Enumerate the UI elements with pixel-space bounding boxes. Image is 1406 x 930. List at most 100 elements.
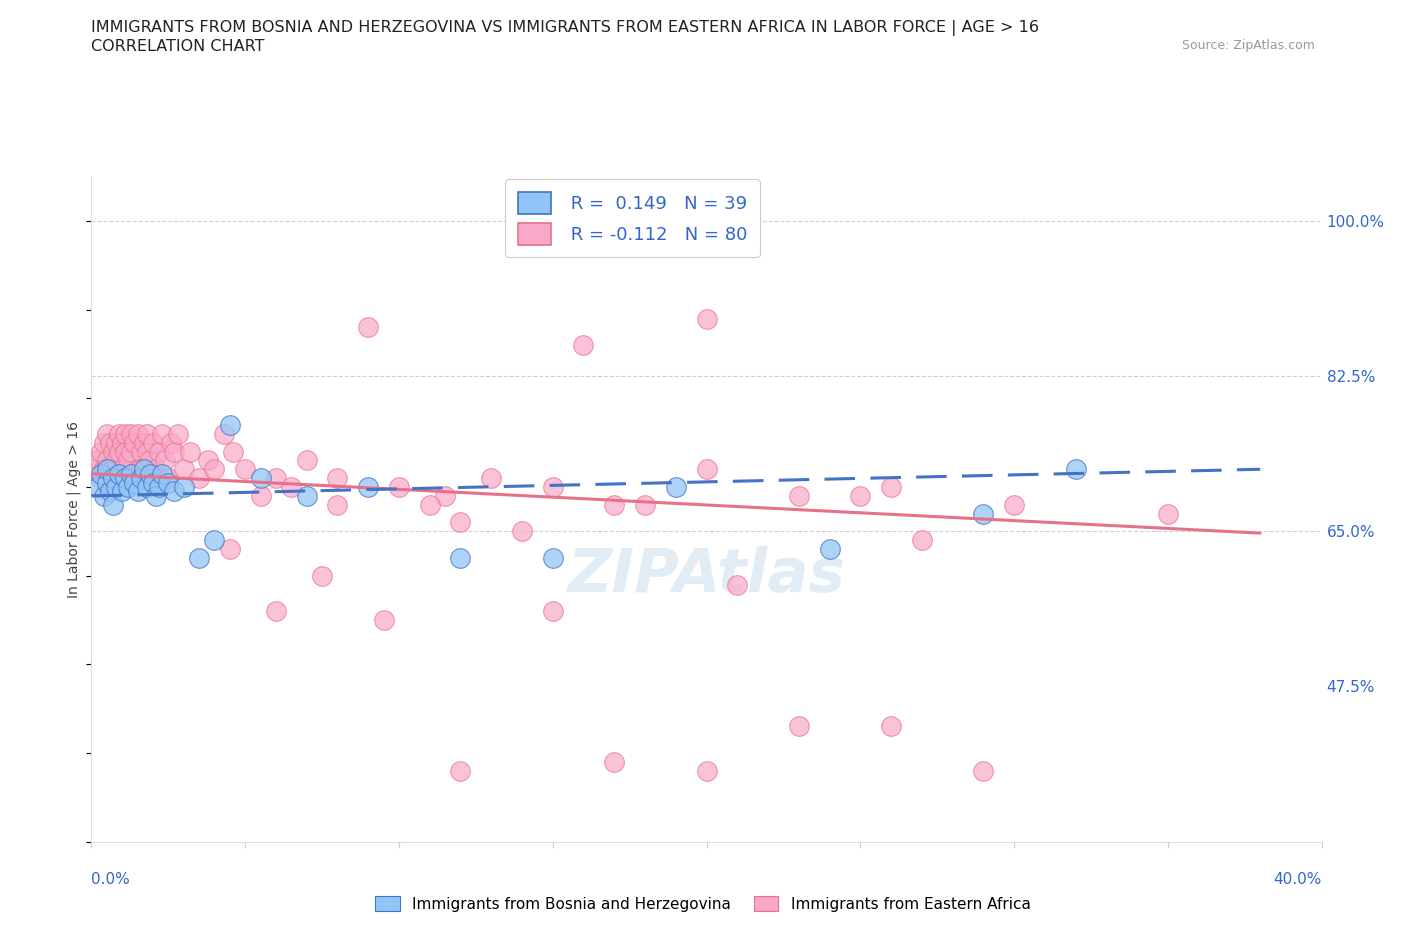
Y-axis label: In Labor Force | Age > 16: In Labor Force | Age > 16 xyxy=(66,420,82,598)
Point xyxy=(114,471,136,485)
Point xyxy=(179,445,201,459)
Point xyxy=(388,480,411,495)
Point xyxy=(449,515,471,530)
Point xyxy=(264,604,287,618)
Point xyxy=(145,462,167,477)
Point xyxy=(139,466,162,481)
Point xyxy=(127,484,149,498)
Point xyxy=(101,498,124,512)
Text: 0.0%: 0.0% xyxy=(91,872,131,887)
Point xyxy=(93,462,115,477)
Point xyxy=(132,462,155,477)
Point xyxy=(145,488,167,503)
Point xyxy=(135,445,157,459)
Point xyxy=(357,480,380,495)
Point xyxy=(98,484,121,498)
Point xyxy=(101,462,124,477)
Point xyxy=(972,506,994,521)
Point xyxy=(114,426,136,441)
Point xyxy=(120,445,142,459)
Point xyxy=(696,312,718,326)
Point xyxy=(295,453,318,468)
Point xyxy=(150,466,173,481)
Point xyxy=(105,453,127,468)
Point xyxy=(787,719,810,734)
Point xyxy=(86,453,108,468)
Point xyxy=(233,462,256,477)
Point xyxy=(972,764,994,778)
Point xyxy=(120,466,142,481)
Text: 40.0%: 40.0% xyxy=(1274,872,1322,887)
Point xyxy=(197,453,219,468)
Point xyxy=(202,462,225,477)
Text: Source: ZipAtlas.com: Source: ZipAtlas.com xyxy=(1181,39,1315,52)
Point xyxy=(541,604,564,618)
Point xyxy=(117,471,139,485)
Point xyxy=(326,471,349,485)
Point xyxy=(139,453,162,468)
Text: IMMIGRANTS FROM BOSNIA AND HERZEGOVINA VS IMMIGRANTS FROM EASTERN AFRICA IN LABO: IMMIGRANTS FROM BOSNIA AND HERZEGOVINA V… xyxy=(91,20,1039,36)
Point xyxy=(449,764,471,778)
Point xyxy=(212,426,235,441)
Point xyxy=(142,435,165,450)
Point xyxy=(96,453,118,468)
Point xyxy=(849,488,872,503)
Point xyxy=(249,471,271,485)
Point xyxy=(117,480,139,495)
Point xyxy=(541,551,564,565)
Point xyxy=(373,613,395,628)
Point xyxy=(295,488,318,503)
Point xyxy=(880,719,903,734)
Point xyxy=(218,541,240,556)
Point xyxy=(108,466,131,481)
Point xyxy=(160,435,183,450)
Point xyxy=(98,435,121,450)
Point xyxy=(83,462,105,477)
Point xyxy=(90,466,112,481)
Point xyxy=(129,462,152,477)
Point xyxy=(911,533,934,548)
Point xyxy=(148,480,170,495)
Point xyxy=(188,471,211,485)
Point xyxy=(419,498,441,512)
Point xyxy=(787,488,810,503)
Point xyxy=(357,320,380,335)
Legend:  R =  0.149   N = 39,  R = -0.112   N = 80: R = 0.149 N = 39, R = -0.112 N = 80 xyxy=(505,179,761,258)
Point xyxy=(326,498,349,512)
Point xyxy=(510,524,533,538)
Point xyxy=(222,445,245,459)
Point xyxy=(202,533,225,548)
Text: CORRELATION CHART: CORRELATION CHART xyxy=(91,39,264,54)
Point xyxy=(157,471,180,485)
Point xyxy=(111,435,134,450)
Point xyxy=(150,426,173,441)
Point xyxy=(449,551,471,565)
Point xyxy=(96,475,118,490)
Point xyxy=(105,435,127,450)
Point xyxy=(90,471,112,485)
Point xyxy=(93,435,115,450)
Point xyxy=(101,471,124,485)
Point xyxy=(434,488,457,503)
Point xyxy=(541,480,564,495)
Point xyxy=(264,471,287,485)
Point xyxy=(696,462,718,477)
Point xyxy=(124,435,146,450)
Point xyxy=(117,453,139,468)
Point xyxy=(634,498,657,512)
Point xyxy=(572,338,595,352)
Point xyxy=(603,498,626,512)
Legend: Immigrants from Bosnia and Herzegovina, Immigrants from Eastern Africa: Immigrants from Bosnia and Herzegovina, … xyxy=(370,889,1036,918)
Point xyxy=(111,462,134,477)
Point xyxy=(479,471,502,485)
Point xyxy=(153,453,177,468)
Point xyxy=(96,426,118,441)
Point xyxy=(280,480,302,495)
Point xyxy=(218,418,240,432)
Point xyxy=(311,568,333,583)
Point xyxy=(163,445,186,459)
Point xyxy=(96,462,118,477)
Point xyxy=(129,445,152,459)
Point xyxy=(163,484,186,498)
Point xyxy=(101,445,124,459)
